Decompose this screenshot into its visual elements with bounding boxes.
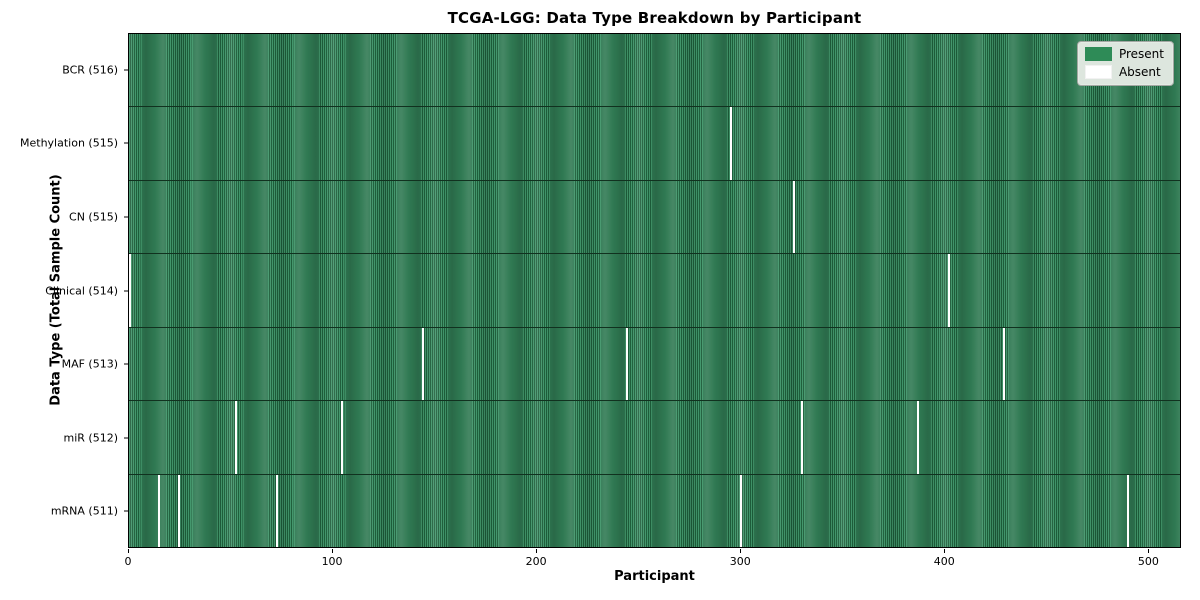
absent-marker: [1002, 327, 1005, 401]
y-tick-label: CN (515): [69, 210, 118, 224]
y-tick-mark: [124, 363, 128, 365]
y-tick-label: mRNA (511): [50, 504, 118, 518]
y-tick-mark: [124, 142, 128, 144]
absent-marker: [947, 254, 950, 327]
absent-marker: [625, 327, 628, 401]
x-tick-label: 500: [1137, 555, 1159, 568]
absent-marker: [740, 474, 743, 547]
x-tick-mark: [740, 549, 742, 553]
y-tick-label: Clinical (514): [45, 284, 118, 297]
x-tick-mark: [536, 549, 538, 553]
x-axis: 0 100 200 300 400 500: [124, 548, 1181, 582]
legend-label: Absent: [1118, 64, 1161, 79]
absent-marker: [917, 401, 920, 474]
heatmap-row-Methylation: [129, 106, 1180, 180]
legend-item-absent: Absent: [1084, 64, 1164, 79]
x-tick-label: 300: [729, 555, 751, 568]
y-tick-mark: [124, 437, 128, 439]
y-tick-mark: [124, 216, 128, 218]
y-tick-label: miR (512): [63, 431, 119, 445]
absent-marker: [129, 254, 131, 327]
heatmap-row-mRNA: [129, 473, 1180, 547]
x-tick-mark: [332, 549, 334, 553]
absent-marker: [234, 401, 237, 474]
absent-marker: [793, 180, 795, 254]
heatmap-row-MAF: [129, 326, 1180, 401]
chart-title: TCGA-LGG: Data Type Breakdown by Partici…: [447, 9, 862, 27]
x-tick-label: 0: [124, 555, 132, 568]
y-tick-label: BCR (516): [62, 63, 118, 77]
absent-marker: [177, 474, 180, 547]
heatmap-row-BCR: [129, 34, 1180, 107]
y-tick-label: MAF (513): [61, 357, 118, 371]
legend: Present Absent: [1076, 41, 1174, 86]
absent-marker: [157, 474, 160, 547]
x-tick-mark: [1148, 549, 1150, 553]
absent-marker: [801, 401, 804, 474]
plot-rows: [129, 34, 1180, 547]
absent-marker: [340, 401, 343, 474]
y-tick-mark: [124, 290, 128, 291]
y-tick-mark: [124, 510, 128, 512]
legend-label: Present: [1118, 46, 1164, 61]
y-tick-mark: [124, 69, 128, 71]
x-tick-label: 400: [933, 555, 955, 568]
y-axis: BCR (516) Methylation (515) CN (515) Clinic…: [0, 33, 128, 548]
x-axis-label: Participant: [614, 569, 695, 584]
x-tick-mark: [944, 549, 946, 553]
absent-marker: [422, 327, 425, 401]
absent-marker: [275, 474, 278, 547]
heatmap-row-miR: [129, 400, 1180, 474]
x-tick-label: 100: [321, 555, 343, 568]
x-tick-label: 200: [525, 555, 547, 568]
heatmap-row-Clinical: [129, 253, 1180, 327]
plot-area: Present Absent: [128, 33, 1181, 548]
absent-marker: [1127, 474, 1130, 547]
absent-marker: [729, 107, 732, 180]
legend-swatch-absent: [1084, 65, 1112, 79]
y-tick-label: Methylation (515): [20, 136, 118, 150]
legend-swatch-present: [1084, 47, 1112, 61]
legend-item-present: Present: [1084, 46, 1164, 61]
x-tick-mark: [128, 549, 129, 553]
heatmap-row-CN: [129, 179, 1180, 254]
